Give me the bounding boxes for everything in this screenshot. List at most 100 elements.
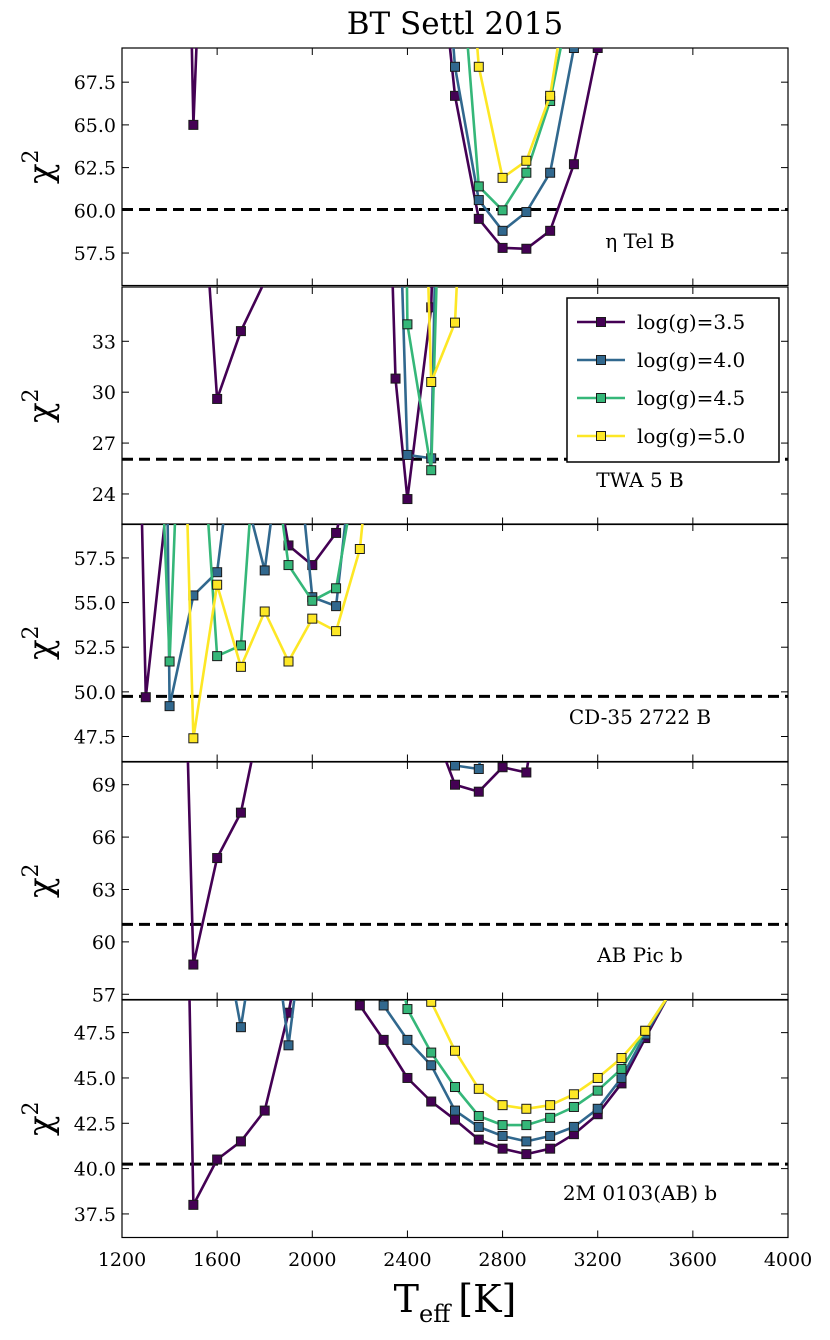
data-point-log-g-4-0: [473, 195, 484, 206]
y-axis-label-main: χ: [21, 1115, 61, 1136]
panel-1: 57.5 60.0 62.5 65.0 67.5 χ2 η Tel B: [19, 47, 789, 287]
x-axis-label-unit: [K]: [458, 1277, 516, 1321]
data-point-log-g-3-5: [426, 1096, 437, 1107]
data-point-log-g-3-5: [592, 48, 603, 53]
panel-2: 24 27 30 33 χ2 TWA 5 B: [19, 286, 789, 526]
data-point-log-g-5-0: [521, 1103, 532, 1114]
data-point-log-g-3-5: [497, 242, 508, 253]
data-point-log-g-4-5: [283, 560, 294, 571]
y-axis-label: χ2: [19, 625, 61, 660]
data-point-log-g-3-5: [331, 527, 342, 538]
data-area: [140, 524, 365, 744]
data-point-log-g-4-0: [616, 1072, 627, 1083]
data-point-log-g-4-0: [331, 601, 342, 612]
data-area: [208, 287, 460, 505]
data-point-log-g-4-0: [473, 1121, 484, 1132]
data-point-log-g-5-0: [331, 626, 342, 637]
y-tick-label: 33: [92, 331, 116, 353]
data-point-log-g-3-5: [188, 959, 199, 970]
data-point-log-g-3-5: [497, 1143, 508, 1154]
y-axis-label-superscript: 2: [19, 149, 44, 163]
y-tick-label: 42.5: [74, 1113, 116, 1135]
y-tick-label: 55.0: [74, 593, 116, 615]
panel-5: 37.5 40.0 42.5 45.0 47.5 χ2 2M 0103(AB) b: [19, 999, 789, 1239]
data-point-log-g-5-0: [592, 1072, 603, 1083]
data-point-log-g-5-0: [497, 1100, 508, 1111]
data-point-log-g-4-0: [545, 167, 556, 178]
y-tick-label: 57.5: [74, 548, 116, 570]
data-point-log-g-3-5: [545, 1143, 556, 1154]
data-point-log-g-4-5: [497, 1120, 508, 1131]
data-point-log-g-5-0: [568, 1089, 579, 1100]
data-point-log-g-3-5: [390, 373, 401, 384]
data-point-log-g-5-0: [307, 613, 318, 624]
data-point-log-g-4-0: [450, 61, 460, 72]
object-label-2m-0103-ab-b: 2M 0103(AB) b: [563, 1181, 717, 1205]
data-point-log-g-4-0: [259, 565, 270, 576]
x-axis: 1200 1600 2000 2400 2800 3200 3600 4000: [98, 1249, 812, 1271]
y-tick-label: 37.5: [74, 1204, 116, 1226]
data-point-log-g-4-5: [568, 1101, 579, 1112]
data-point-log-g-3-5: [212, 1154, 223, 1165]
series-line-log-g-5-0: [476, 48, 559, 180]
y-axis-label: χ2: [19, 388, 61, 423]
series-line-log-g-3-5: [208, 287, 434, 501]
data-point-log-g-4-0: [402, 1034, 413, 1045]
data-point-log-g-5-0: [235, 661, 246, 672]
data-point-log-g-4-0: [426, 1060, 437, 1071]
data-point-log-g-4-0: [545, 1130, 556, 1141]
data-point-log-g-3-5: [450, 1114, 460, 1125]
data-point-log-g-4-0: [235, 1022, 246, 1033]
data-point-log-g-4-5: [164, 656, 175, 667]
data-point-log-g-5-0: [354, 544, 365, 554]
legend: log(g)=3.5 log(g)=4.0 log(g)=4.5 log(g)=5.0: [566, 297, 780, 463]
legend-marker-log-g-3-5: [596, 317, 606, 327]
series-line-log-g-5-0: [427, 287, 459, 384]
y-axis-label-main: χ: [21, 877, 61, 898]
data-point-log-g-5-0: [521, 155, 532, 166]
series-line-log-g-3-5: [188, 1000, 668, 1207]
x-tick-label: 3200: [574, 1249, 622, 1271]
data-point-log-g-4-0: [568, 48, 579, 53]
data-point-log-g-4-0: [450, 1105, 460, 1116]
y-axis-label-main: χ: [21, 639, 61, 660]
data-point-log-g-3-5: [259, 1105, 270, 1116]
data-point-log-g-3-5: [354, 1000, 365, 1011]
data-point-log-g-5-0: [426, 377, 437, 387]
data-point-log-g-4-5: [235, 640, 246, 651]
y-tick-label: 52.5: [74, 637, 116, 659]
series-line-log-g-4-0: [452, 48, 576, 233]
data-point-log-g-4-0: [283, 1040, 294, 1051]
data-point-log-g-3-5: [568, 159, 579, 170]
y-tick-label: 24: [92, 484, 116, 506]
data-point-log-g-3-5: [212, 853, 223, 864]
data-point-log-g-5-0: [283, 656, 294, 667]
data-point-log-g-3-5: [188, 1199, 199, 1210]
data-point-log-g-3-5: [473, 213, 484, 224]
data-point-log-g-3-5: [545, 225, 556, 236]
data-point-log-g-4-0: [497, 1130, 508, 1141]
data-point-log-g-4-0: [212, 567, 223, 578]
data-area: [188, 48, 603, 254]
y-tick-label: 27: [92, 433, 116, 455]
data-point-log-g-3-5: [378, 1034, 389, 1045]
data-point-log-g-4-5: [497, 205, 508, 216]
data-point-log-g-4-5: [592, 1085, 603, 1096]
data-point-log-g-4-0: [473, 763, 484, 774]
data-point-log-g-4-5: [331, 583, 342, 594]
data-point-log-g-5-0: [473, 1083, 484, 1094]
y-axis-label-superscript: 2: [19, 863, 44, 877]
legend-marker-log-g-4-0: [596, 355, 606, 365]
data-point-log-g-4-0: [402, 449, 413, 460]
data-point-log-g-4-5: [402, 319, 413, 330]
panel-3: 47.5 50.0 52.5 55.0 57.5 χ2 CD-35 2722 B: [19, 523, 789, 763]
data-point-log-g-5-0: [212, 579, 223, 590]
panel-frame: [121, 47, 789, 287]
data-point-log-g-4-5: [521, 167, 532, 178]
data-point-log-g-4-0: [450, 762, 460, 771]
data-point-log-g-3-5: [521, 1149, 532, 1160]
panel-frame: [121, 761, 789, 1001]
series-line-log-g-3-5: [186, 762, 530, 966]
y-tick-label: 66: [92, 827, 116, 849]
